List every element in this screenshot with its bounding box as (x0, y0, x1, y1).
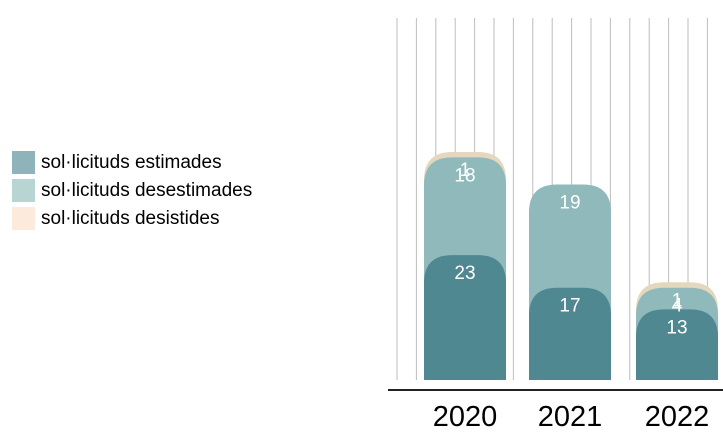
legend-label-desistides: sol·licituds desistides (41, 207, 220, 229)
bar-2021-series-0 (529, 287, 611, 380)
data-label-2022-series-0: 13 (666, 317, 687, 338)
legend-swatch-estimades (12, 150, 35, 174)
legend-item-desestimades: sol·licituds desestimades (12, 176, 252, 204)
data-label-2020-series-1: 18 (454, 165, 475, 186)
bar-2020-series-0 (424, 255, 506, 380)
data-label-2022-series-1: 4 (672, 296, 683, 317)
x-tick-label-2021: 2021 (538, 401, 603, 433)
legend-swatch-desestimades (12, 178, 35, 202)
legend-label-desestimades: sol·licituds desestimades (41, 179, 253, 201)
bar-2022-series-0 (636, 309, 718, 380)
data-label-2020-series-2: 1 (460, 160, 471, 181)
legend-item-desistides: sol·licituds desistides (12, 204, 252, 232)
x-tick-label-2022: 2022 (645, 401, 710, 433)
legend: sol·licituds estimades sol·licituds dese… (12, 148, 252, 232)
data-label-2021-series-1: 19 (559, 193, 580, 214)
legend-label-estimades: sol·licituds estimades (41, 151, 222, 173)
legend-swatch-desistides (12, 206, 35, 230)
legend-item-estimades: sol·licituds estimades (12, 148, 252, 176)
data-label-2020-series-0: 23 (454, 263, 475, 284)
x-tick-label-2020: 2020 (433, 401, 498, 433)
data-label-2022-series-2: 1 (672, 290, 683, 311)
data-label-2021-series-0: 17 (559, 296, 580, 317)
